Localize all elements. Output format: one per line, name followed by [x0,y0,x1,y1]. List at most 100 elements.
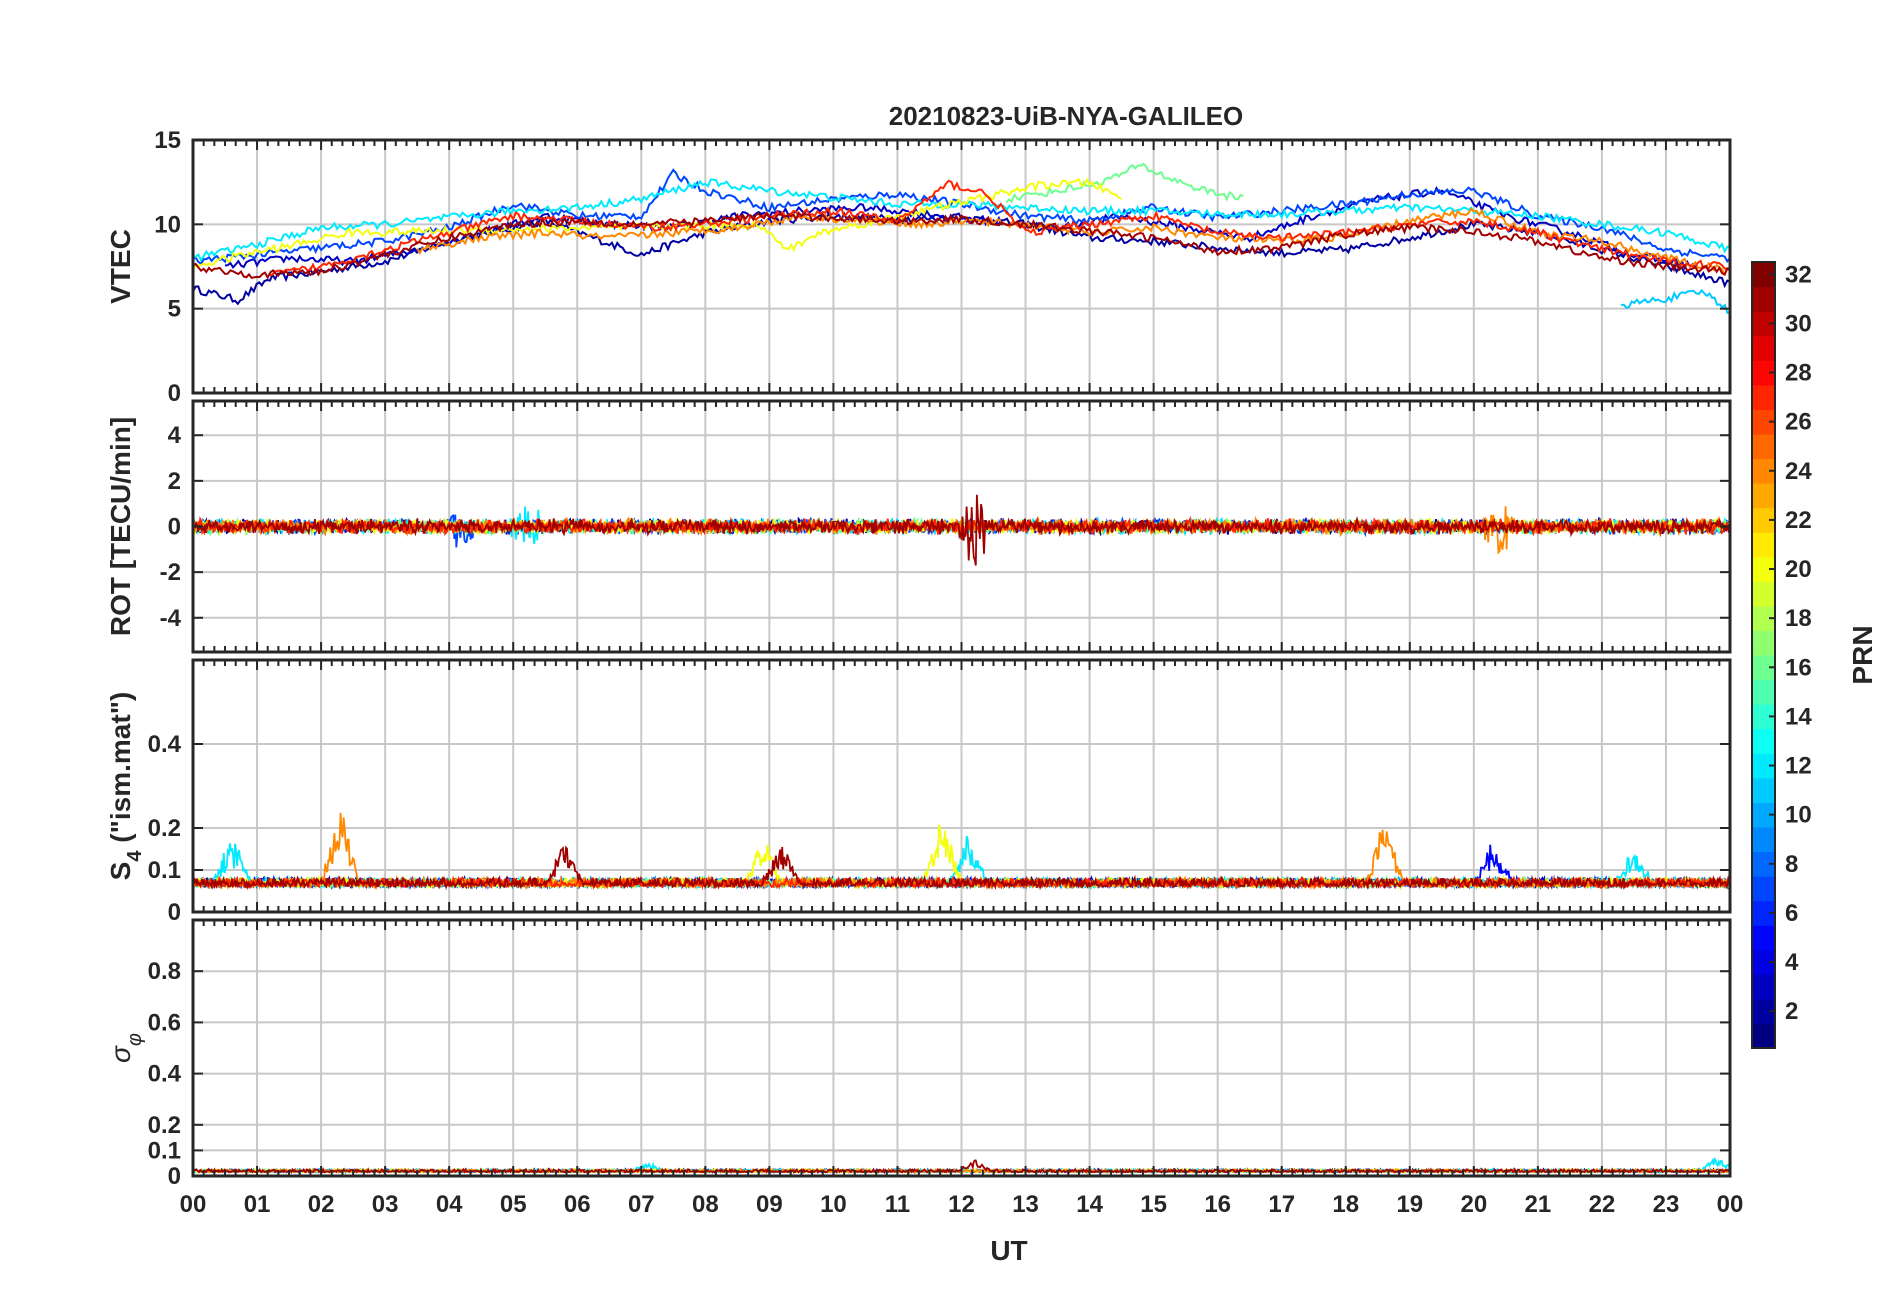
axes-frame [191,399,1732,654]
colorbar-segment [1752,335,1775,361]
x-tick-label: 19 [1396,1191,1423,1218]
series-line-prn-27 [269,179,1730,277]
series-line-prn-31 [193,845,1730,891]
y-tick-label: 15 [154,127,181,154]
x-axis-label: UT [990,1235,1027,1266]
colorbar-segment [1752,704,1775,730]
x-tick-label: 10 [820,1191,847,1218]
x-tick-labels: 00 01 02 03 04 05 06 07 08 09 10 11 12 13 14 15 16 17 18 19… [180,1191,1744,1218]
colorbar-segment [1752,900,1775,926]
colorbar-segment [1752,826,1775,853]
y-tick-label: 10 [154,211,181,238]
colorbar-tick-label: 26 [1785,409,1812,436]
y-tick-label: 0 [168,1163,181,1190]
series-line-prn-31 [193,211,1730,280]
x-tick-label: 14 [1076,1191,1103,1218]
x-tick-label: 09 [756,1191,783,1218]
y-axis-label: σφ [105,1033,146,1063]
y-tick-label: 0.4 [148,1061,182,1088]
colorbar-tick-label: 6 [1785,900,1798,927]
panel-s4: 0 0.1 0.2 0.4S4 ("ism.mat") [105,658,1732,926]
colorbar-segment [1752,630,1775,656]
series-line-prn-20 [193,177,1122,271]
y-tick-label: -4 [160,605,182,632]
colorbar-tick-label: 20 [1785,556,1812,583]
series-line-prn-24 [193,812,1730,891]
series-group [193,494,1730,566]
colorbar-tick-label: 30 [1785,310,1812,337]
y-tick-label: 0.8 [148,958,181,985]
colorbar-tick-label: 32 [1785,261,1812,288]
y-tick-label: 2 [168,468,181,495]
x-tick-label: 07 [628,1191,655,1218]
colorbar-segment [1752,974,1775,1000]
colorbar-segment [1752,679,1775,705]
panel-vtec: 0 5 10 15 VTEC [105,127,1732,407]
colorbar-segment [1752,458,1775,484]
colorbar-label: PRN [1847,625,1878,684]
colorbar-segment [1752,311,1775,337]
y-tick-label: -2 [160,559,181,586]
panel-rot: -4 -2 0 2 4 ROT [TECU/min] [105,399,1732,654]
colorbar-segment [1752,753,1775,779]
x-tick-label: 11 [885,1191,910,1218]
colorbar-segment [1752,655,1775,681]
y-tick-label: 0.6 [148,1009,181,1036]
y-tick-label: 0.1 [148,857,181,884]
colorbar-tick-label: 2 [1785,998,1798,1025]
series-line-prn-31 [193,494,1730,566]
series-group [193,162,1730,315]
x-tick-label: 00 [1717,1191,1744,1218]
colorbar-segment [1752,433,1775,460]
panel-sigma: 00.10.2 0.4 0.6 0.8 σφ [105,918,1732,1190]
x-tick-label: 01 [244,1191,271,1218]
x-tick-label: 00 [180,1191,207,1218]
x-tick-label: 15 [1140,1191,1167,1218]
colorbar-segment [1752,998,1775,1025]
x-tick-label: 23 [1653,1191,1680,1218]
x-tick-label: 18 [1332,1191,1359,1218]
x-tick-label: 08 [692,1191,719,1218]
axes-frame [191,658,1732,914]
chart-title: 20210823-UiB-NYA-GALILEO [889,101,1244,131]
y-tick-label: 0 [168,899,181,926]
colorbar-segment [1752,728,1775,754]
colorbar-tick-label: 24 [1785,458,1812,485]
y-axis-label: S4 ("ism.mat") [105,692,146,881]
colorbar-tick-label: 4 [1785,949,1799,976]
x-tick-label: 20 [1460,1191,1487,1218]
x-tick-label: 12 [948,1191,975,1218]
y-axis-label: VTEC [105,229,136,304]
series-line-prn-11 [1620,288,1730,315]
colorbar-segment [1752,876,1775,902]
x-tick-label: 02 [308,1191,335,1218]
x-tick-label: 21 [1525,1191,1552,1218]
axes-frame [191,138,1732,395]
colorbar-segment [1752,556,1775,582]
x-tick-label: 22 [1589,1191,1616,1218]
colorbar-frame [1751,261,1776,1049]
series-line-prn-16 [1005,162,1244,204]
colorbar-segment [1752,949,1775,975]
colorbar-tick-label: 10 [1785,802,1812,829]
colorbar-segment [1752,1023,1775,1049]
x-tick-label: 13 [1012,1191,1039,1218]
colorbar-tick-label: 14 [1785,703,1812,730]
y-tick-label: 0 [168,380,181,407]
x-tick-label: 05 [500,1191,527,1218]
colorbar-segment [1752,777,1775,803]
colorbar-tick-label: 8 [1785,851,1798,878]
x-tick-label: 04 [436,1191,463,1218]
colorbar-segment [1752,262,1775,288]
colorbar-segment [1752,581,1775,607]
y-tick-label: 0.2 [148,1112,181,1139]
colorbar-segment [1752,409,1775,435]
series-group [193,812,1730,891]
colorbar-segment [1752,802,1775,828]
y-tick-label: 0.2 [148,815,181,842]
x-tick-label: 16 [1204,1191,1231,1218]
y-tick-label: 4 [168,422,182,449]
colorbar-segment [1752,532,1775,558]
